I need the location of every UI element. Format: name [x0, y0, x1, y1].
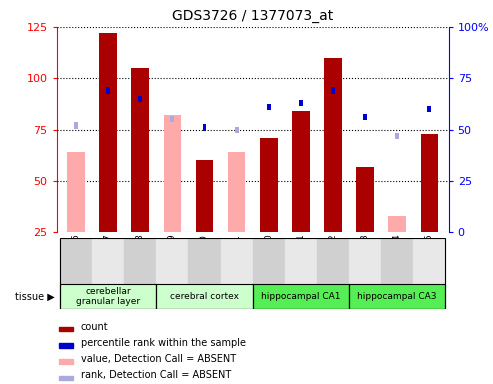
Bar: [395, 133, 399, 139]
Text: count: count: [81, 322, 108, 332]
Text: value, Detection Call = ABSENT: value, Detection Call = ABSENT: [81, 354, 236, 364]
Bar: [59, 359, 73, 364]
Bar: [260, 138, 278, 232]
Bar: [139, 96, 142, 102]
Bar: [349, 238, 381, 309]
Bar: [324, 58, 342, 232]
Text: cerebral cortex: cerebral cortex: [170, 292, 239, 301]
Bar: [124, 238, 156, 309]
Bar: [74, 122, 78, 129]
Bar: [106, 88, 110, 94]
FancyBboxPatch shape: [349, 284, 445, 309]
Bar: [188, 238, 220, 309]
Text: hippocampal CA3: hippocampal CA3: [357, 292, 437, 301]
Bar: [99, 33, 117, 232]
Bar: [317, 238, 349, 309]
FancyBboxPatch shape: [156, 284, 253, 309]
Bar: [228, 152, 246, 232]
Bar: [421, 134, 438, 232]
FancyBboxPatch shape: [253, 284, 349, 309]
Bar: [356, 167, 374, 232]
Text: rank, Detection Call = ABSENT: rank, Detection Call = ABSENT: [81, 370, 231, 380]
Text: hippocampal CA1: hippocampal CA1: [261, 292, 341, 301]
Bar: [267, 104, 271, 110]
Title: GDS3726 / 1377073_at: GDS3726 / 1377073_at: [172, 9, 333, 23]
Bar: [292, 111, 310, 232]
Bar: [388, 216, 406, 232]
Bar: [235, 126, 239, 133]
Bar: [285, 238, 317, 309]
Bar: [132, 68, 149, 232]
Bar: [59, 328, 73, 331]
Bar: [59, 376, 73, 380]
Bar: [427, 106, 431, 112]
Bar: [381, 238, 413, 309]
Text: percentile rank within the sample: percentile rank within the sample: [81, 338, 246, 348]
Bar: [363, 114, 367, 120]
Bar: [67, 152, 85, 232]
Bar: [413, 238, 445, 309]
FancyBboxPatch shape: [60, 284, 156, 309]
Bar: [253, 238, 285, 309]
Bar: [60, 238, 92, 309]
Bar: [331, 88, 335, 94]
Bar: [59, 343, 73, 348]
Bar: [196, 161, 213, 232]
Bar: [92, 238, 124, 309]
Bar: [220, 238, 253, 309]
Text: cerebellar
granular layer: cerebellar granular layer: [76, 286, 140, 306]
Text: tissue ▶: tissue ▶: [15, 291, 55, 301]
Bar: [203, 124, 207, 131]
Bar: [171, 116, 175, 122]
Bar: [156, 238, 188, 309]
Bar: [164, 115, 181, 232]
Bar: [299, 100, 303, 106]
